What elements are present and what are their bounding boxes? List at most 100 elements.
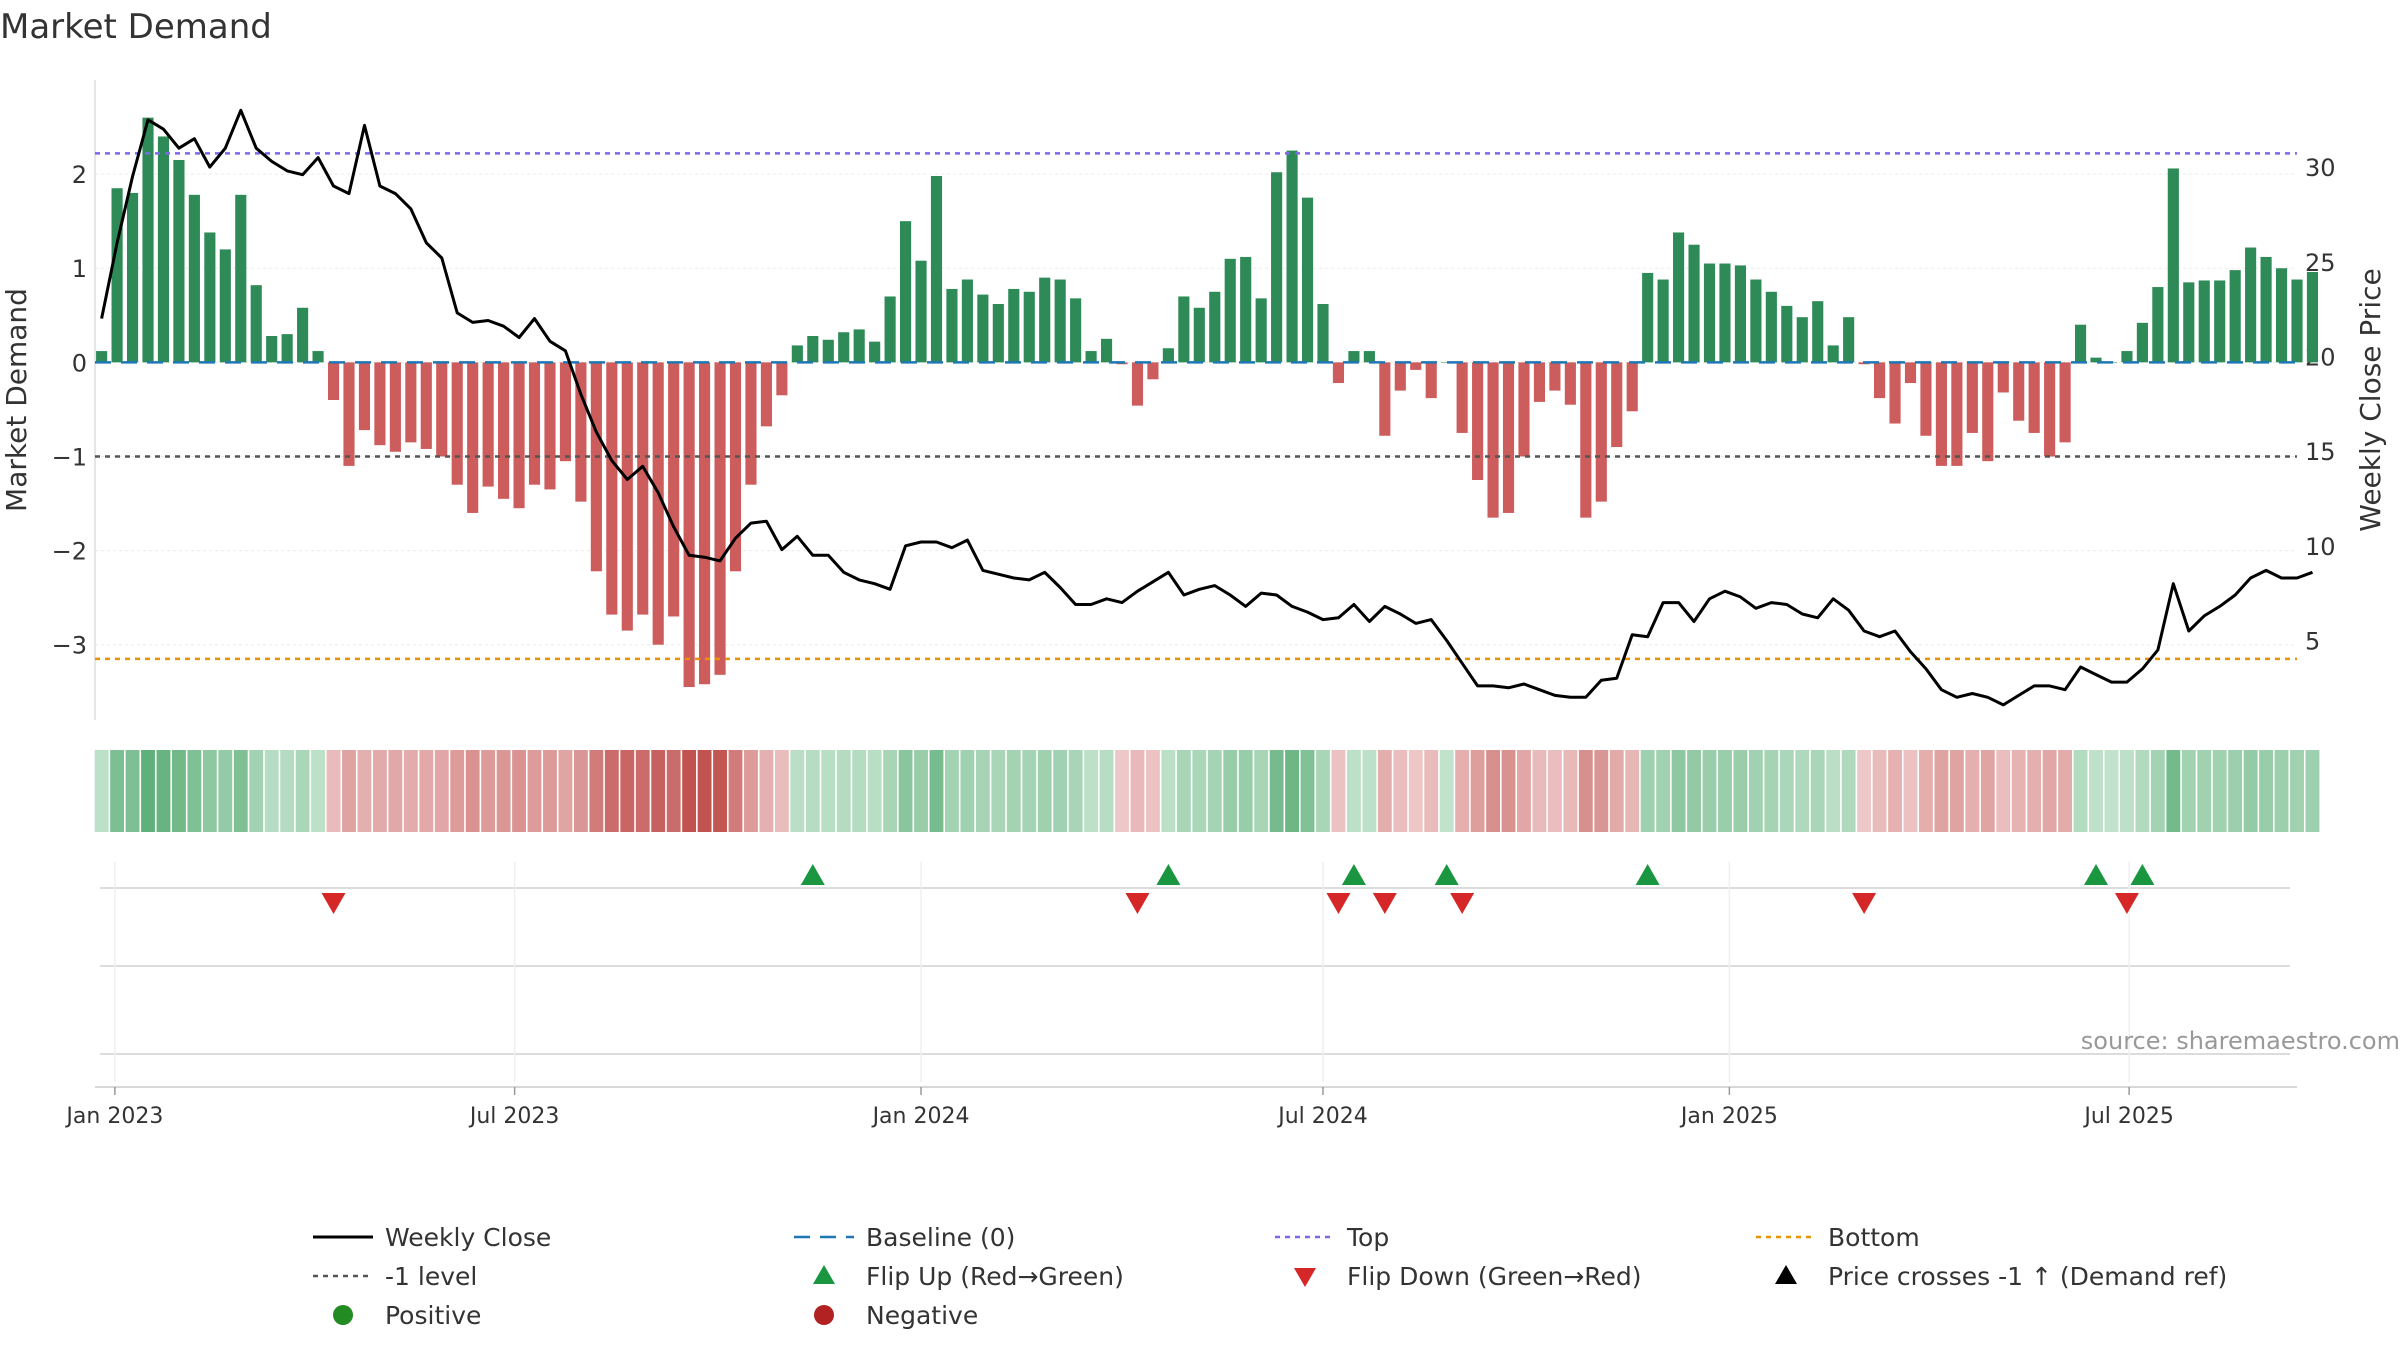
heat-cell <box>1161 750 1176 832</box>
demand-bar <box>2229 270 2241 363</box>
demand-bar <box>1812 301 1824 363</box>
heat-cell <box>883 750 898 832</box>
demand-bar <box>436 362 448 457</box>
heat-cell <box>821 750 836 832</box>
heat-cell <box>512 750 526 832</box>
heat-cell <box>1795 750 1810 832</box>
heat-cell <box>682 750 697 832</box>
heat-cell <box>1037 750 1052 832</box>
flip-up-marker <box>1156 864 1181 885</box>
heat-cell <box>233 750 248 832</box>
flip-down-marker <box>1450 893 1475 914</box>
heat-cell <box>991 750 1006 832</box>
demand-bar <box>1039 277 1051 363</box>
demand-bar <box>1750 279 1762 363</box>
y-tick-label: 1 <box>72 255 87 283</box>
heat-cell <box>171 750 186 832</box>
heat-cell <box>1965 750 1980 832</box>
heat-cell <box>264 750 279 832</box>
demand-bar <box>1642 272 1654 363</box>
demand-bar <box>1966 362 1978 433</box>
demand-bar <box>1920 362 1932 436</box>
heat-cell <box>372 750 387 832</box>
demand-bar <box>219 249 231 363</box>
heat-cell <box>1192 750 1207 832</box>
demand-bar <box>2090 357 2102 363</box>
demand-bar <box>2121 351 2133 363</box>
flip-down-marker <box>1125 893 1150 914</box>
heat-cell <box>867 750 882 832</box>
heat-cell <box>836 750 851 832</box>
heat-cell <box>187 750 202 832</box>
demand-bar <box>1240 256 1252 363</box>
flip-up-marker <box>2130 864 2155 885</box>
heat-cell <box>620 750 635 832</box>
heat-cell <box>604 750 619 832</box>
demand-bar <box>327 362 340 400</box>
heat-cell <box>1547 750 1562 832</box>
demand-bar <box>1472 362 1484 480</box>
demand-bar <box>1410 362 1422 370</box>
demand-bar <box>1023 291 1035 363</box>
source-annotation: source: sharemaestro.com <box>2081 1027 2400 1055</box>
heat-cell <box>898 750 913 832</box>
heat-cell <box>1609 750 1624 832</box>
demand-bar <box>1301 197 1314 363</box>
demand-bar <box>791 345 803 363</box>
legend-item-label: Bottom <box>1828 1223 1920 1252</box>
demand-bar <box>1502 362 1515 513</box>
heat-cell <box>1764 750 1779 832</box>
heat-cell <box>1269 750 1284 832</box>
demand-bar <box>1425 362 1437 399</box>
flip-down-marker <box>1852 893 1877 914</box>
heat-cell <box>1362 750 1377 832</box>
demand-bar <box>884 296 896 363</box>
demand-bar <box>683 362 695 688</box>
heat-cell <box>1594 750 1609 832</box>
demand-bar <box>1100 338 1113 363</box>
demand-bar <box>1317 304 1329 363</box>
heat-cell <box>1223 750 1238 832</box>
flip-down-marker <box>1372 893 1397 914</box>
demand-bar <box>142 117 154 363</box>
demand-bar <box>2028 362 2040 433</box>
heat-cell <box>1346 750 1361 832</box>
legend-swatch-circle <box>814 1305 834 1325</box>
demand-bar <box>1673 232 1685 363</box>
demand-bar <box>2306 272 2319 363</box>
heat-cell <box>1377 750 1392 832</box>
demand-bar <box>1874 362 1886 399</box>
heat-cell <box>311 750 326 832</box>
demand-bar <box>2167 168 2179 363</box>
legend-item-label: -1 level <box>385 1262 477 1291</box>
heat-cell <box>1826 750 1841 832</box>
demand-bar <box>1348 351 1360 363</box>
legend-swatch-triangle-down <box>1294 1268 1316 1287</box>
heat-cell <box>2104 750 2119 832</box>
heat-cell <box>202 750 217 832</box>
demand-bar <box>1781 305 1793 363</box>
heat-cell <box>1501 750 1516 832</box>
demand-bar <box>1688 244 1700 363</box>
heat-cell <box>1625 750 1640 832</box>
flip-up-marker <box>800 864 825 885</box>
heat-cell <box>914 750 928 832</box>
flip-up-marker <box>1341 864 1366 885</box>
heat-cell <box>2274 750 2289 832</box>
demand-bar <box>1765 291 1777 363</box>
demand-bar <box>1178 296 1190 363</box>
demand-bar <box>2214 280 2226 363</box>
y-tick-label: −1 <box>52 443 87 471</box>
demand-bar <box>776 362 788 396</box>
demand-bar <box>528 362 541 485</box>
demand-bar <box>374 362 386 446</box>
heat-cell <box>1980 750 1995 832</box>
demand-bar <box>1611 362 1623 448</box>
heat-cell <box>2042 750 2057 832</box>
demand-bar <box>930 176 943 363</box>
x-tick-label: Jan 2024 <box>871 1104 970 1129</box>
heat-cell <box>295 750 310 832</box>
heat-cell <box>496 750 511 832</box>
legend-item-label: Negative <box>866 1301 978 1330</box>
